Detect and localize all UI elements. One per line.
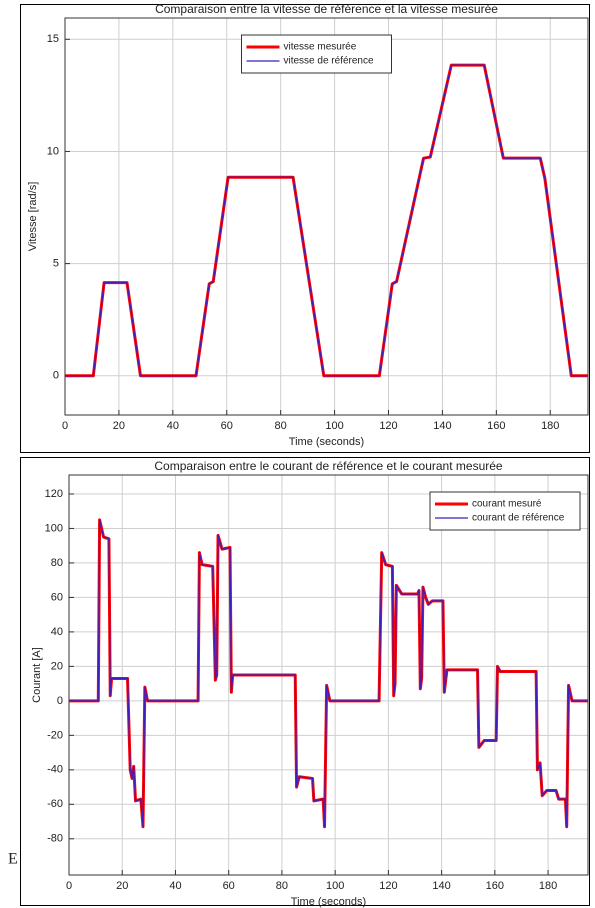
y-tick-label: 100 xyxy=(45,522,63,534)
legend-box xyxy=(429,491,581,531)
chart-title: Comparaison entre la vitesse de référenc… xyxy=(155,2,498,16)
series-line xyxy=(65,64,588,377)
plot-area xyxy=(65,18,588,415)
x-tick-label: 100 xyxy=(326,880,344,892)
y-axis-label: Vitesse [rad/s] xyxy=(27,182,39,252)
x-tick-label: 40 xyxy=(169,880,181,892)
y-tick-label: 0 xyxy=(57,695,63,707)
y-tick-label: 60 xyxy=(51,591,63,603)
x-tick-label: 120 xyxy=(379,880,397,892)
y-tick-label: 5 xyxy=(53,258,59,270)
y-tick-label: 120 xyxy=(45,488,63,500)
legend-label: vitesse de référence xyxy=(284,56,374,67)
x-tick-label: 140 xyxy=(432,880,450,892)
legend-label: vitesse mesurée xyxy=(284,42,357,53)
y-tick-label: 0 xyxy=(53,370,59,382)
axes-box xyxy=(68,474,589,876)
y-tick-label: 15 xyxy=(47,33,59,45)
y-tick-label: 80 xyxy=(51,557,63,569)
x-axis-label: Time (seconds) xyxy=(291,896,366,908)
x-tick-label: 100 xyxy=(325,420,343,432)
side-mark: E xyxy=(8,851,18,868)
x-tick-label: 180 xyxy=(539,880,557,892)
legend-label: courant mesuré xyxy=(472,499,542,510)
legend-box xyxy=(241,34,392,74)
chart-title: Comparaison entre le courant de référenc… xyxy=(154,459,503,473)
y-tick-label: 40 xyxy=(51,626,63,638)
y-tick-label: -80 xyxy=(47,833,63,845)
y-tick-label: -60 xyxy=(47,798,63,810)
x-tick-label: 40 xyxy=(167,420,179,432)
series-line xyxy=(69,519,588,828)
x-tick-label: 0 xyxy=(62,420,68,432)
y-tick-label: 20 xyxy=(51,660,63,672)
x-tick-label: 20 xyxy=(113,420,125,432)
y-tick-label: -20 xyxy=(47,729,63,741)
x-tick-label: 0 xyxy=(66,880,72,892)
x-tick-label: 80 xyxy=(276,880,288,892)
legend-label: courant de référence xyxy=(472,513,565,524)
y-axis-label: Courant [A] xyxy=(31,647,43,703)
x-tick-label: 140 xyxy=(433,420,451,432)
x-tick-label: 160 xyxy=(487,420,505,432)
x-tick-label: 60 xyxy=(223,880,235,892)
plot-area xyxy=(69,475,588,875)
axes-box xyxy=(64,17,589,416)
x-tick-label: 80 xyxy=(275,420,287,432)
y-tick-label: 10 xyxy=(47,145,59,157)
x-tick-label: 180 xyxy=(541,420,559,432)
x-tick-label: 60 xyxy=(221,420,233,432)
y-tick-label: -40 xyxy=(47,764,63,776)
x-axis-label: Time (seconds) xyxy=(289,436,364,448)
x-tick-label: 20 xyxy=(116,880,128,892)
x-tick-label: 160 xyxy=(486,880,504,892)
x-tick-label: 120 xyxy=(379,420,397,432)
